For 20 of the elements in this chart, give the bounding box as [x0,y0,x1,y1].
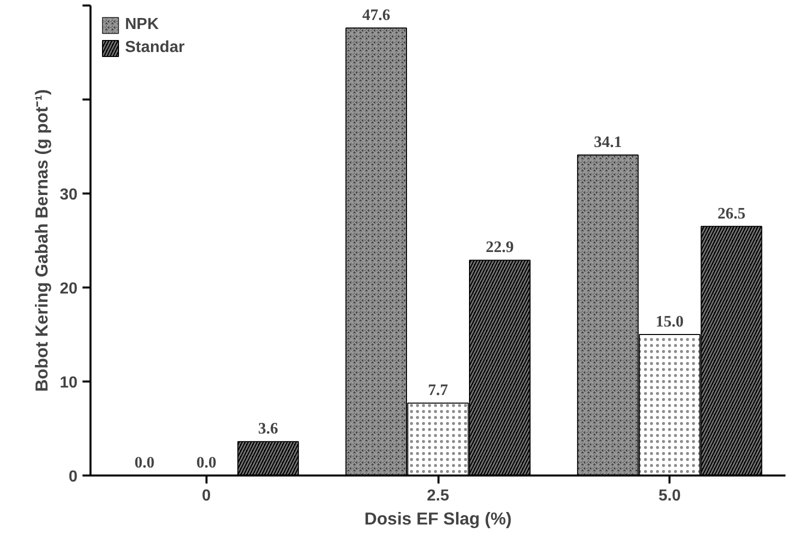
legend-label: Standar [125,39,185,57]
y-tick-label: 10 [60,374,78,392]
data-label: 15.0 [656,314,684,330]
x-axis-title: Dosis EF Slag (%) [364,508,512,528]
y-axis-title: Bobot Kering Gabah Bernas (g pot⁻¹) [32,89,52,392]
data-label: 7.7 [428,382,448,400]
data-label: 34.1 [594,134,622,151]
data-label: 22.9 [486,239,514,256]
data-label: 26.5 [717,205,746,222]
y-tick-label: 30 [60,186,78,204]
x-tick-label: 5.0 [658,488,681,504]
y-tick-label: 0 [68,468,78,486]
x-tick-label: 2.5 [426,488,450,504]
x-tick-label: 0 [202,488,211,504]
data-label: 0.0 [134,454,155,472]
data-label: 47.6 [362,7,390,24]
data-label: 0.0 [196,454,216,472]
y-tick-label: 20 [60,280,78,298]
legend-label: NPK [125,16,159,34]
data-label: 3.6 [258,420,278,438]
